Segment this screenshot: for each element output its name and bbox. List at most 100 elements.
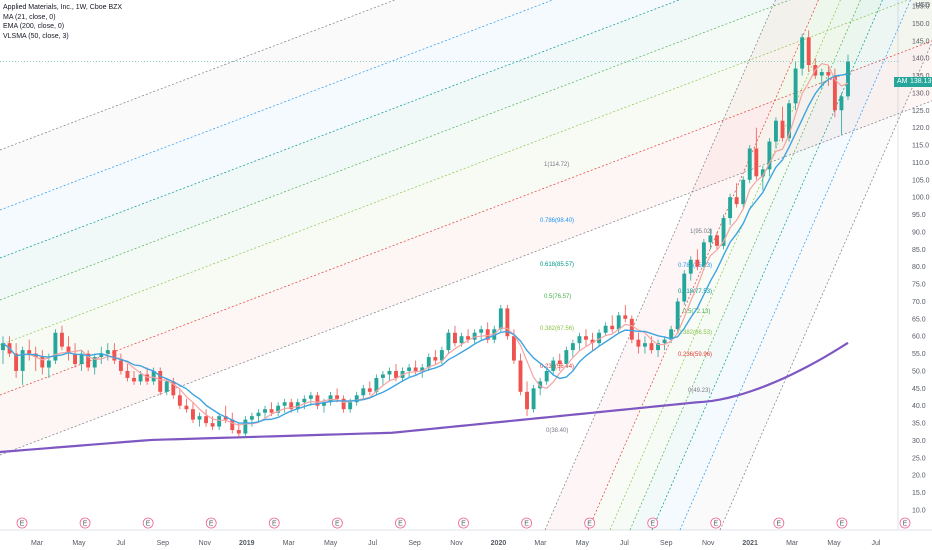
candle-body — [479, 329, 484, 333]
candle-body — [616, 315, 621, 330]
y-tick-label: 100.0 — [912, 195, 930, 202]
candle-body — [27, 350, 32, 354]
y-tick-label: 35.0 — [912, 421, 926, 428]
y-tick-label: 155.0 — [912, 4, 930, 11]
candle-body — [564, 350, 569, 365]
candle-body — [839, 96, 844, 111]
y-tick-label: 90.0 — [912, 229, 926, 236]
candle-body — [498, 308, 503, 330]
candle-body — [636, 339, 641, 347]
earnings-marker — [647, 517, 659, 529]
earnings-label: E — [20, 521, 25, 528]
candle-body — [642, 343, 647, 347]
earnings-marker — [268, 517, 280, 529]
candle-body — [551, 360, 556, 371]
y-tick-label: 145.0 — [912, 38, 930, 45]
x-tick-label: Mar — [534, 540, 547, 547]
candle-body — [610, 325, 615, 330]
earnings-label: E — [524, 521, 529, 528]
candle-body — [787, 103, 791, 139]
candle-body — [394, 370, 398, 378]
candle-body — [256, 412, 261, 417]
y-tick-label: 80.0 — [912, 264, 926, 271]
currency-label: USD — [915, 2, 930, 9]
y-tick-label: 115.0 — [912, 143, 929, 150]
candle-body — [217, 416, 222, 427]
earnings-label: E — [713, 521, 718, 528]
indicator-ema[interactable]: EMA (200, close, 0) — [3, 23, 65, 30]
candle-body — [249, 416, 254, 420]
candle-body — [505, 308, 510, 337]
y-tick-label: 130.0 — [912, 90, 930, 97]
fib-band — [0, 0, 790, 300]
candle-body — [590, 339, 595, 344]
candle-body — [118, 360, 123, 371]
fib-level-label: 0.786(85.23) — [678, 263, 712, 269]
x-tick-label: Sep — [660, 540, 673, 547]
fib-channel-1 — [0, 0, 932, 456]
candle-body — [433, 357, 438, 361]
fib-level-label: 1(114.72) — [544, 162, 569, 168]
earnings-marker — [205, 517, 217, 529]
ema-200-line — [0, 341, 849, 454]
x-tick-label: 2020 — [491, 540, 507, 547]
candle-body — [832, 75, 837, 111]
candle-body — [269, 409, 274, 413]
candle-body — [747, 148, 752, 180]
candle-body — [112, 350, 117, 361]
x-tick-label: Mar — [283, 540, 296, 547]
indicator-ma[interactable]: MA (21, close, 0) — [3, 13, 56, 21]
x-tick-label: Nov — [199, 540, 212, 547]
candle-body — [60, 332, 64, 347]
candle-body — [374, 377, 379, 392]
ma-21-line — [2, 63, 849, 426]
candle-body — [538, 381, 543, 389]
fib-band — [0, 0, 932, 395]
symbol-title[interactable]: Applied Materials, Inc., 1W, Cboe BZX — [3, 4, 123, 11]
earnings-marker — [331, 517, 343, 529]
candle-body — [715, 235, 719, 246]
candle-body — [695, 259, 700, 267]
candle-body — [439, 350, 444, 361]
candle-body — [105, 350, 110, 354]
y-tick-label: 150.0 — [912, 21, 930, 28]
fib-line — [651, 0, 883, 531]
fib-band — [610, 0, 861, 530]
candle-body — [701, 242, 706, 267]
candle-body — [754, 148, 759, 177]
candle-body — [662, 339, 667, 344]
candle-body — [243, 419, 248, 434]
candle-body — [263, 409, 267, 413]
candle-body — [282, 402, 287, 406]
candle-body — [426, 357, 431, 368]
y-tick-label: 120.0 — [912, 125, 930, 132]
candle-body — [276, 405, 281, 413]
earnings-label: E — [83, 521, 88, 528]
fib-line — [609, 0, 841, 531]
fib-level-label: 1(95.02) — [690, 229, 712, 235]
candle-body — [675, 301, 680, 330]
earnings-marker — [773, 517, 785, 529]
y-tick-label: 10.0 — [912, 508, 926, 515]
candle-body — [721, 218, 726, 246]
earnings-label: E — [461, 521, 466, 528]
earnings-label: E — [272, 521, 277, 528]
vlsma-line — [2, 73, 849, 424]
y-tick-label: 55.0 — [912, 351, 926, 358]
x-tick-label: May — [324, 540, 338, 547]
candle-body — [335, 395, 340, 399]
fib-band — [630, 0, 883, 530]
candle-body — [53, 332, 58, 361]
candle-body — [177, 395, 182, 406]
earnings-marker — [584, 517, 596, 529]
fib-band — [545, 0, 819, 530]
candle-body — [236, 430, 241, 434]
candle-body — [14, 353, 19, 371]
x-tick-label: Jul — [620, 540, 629, 547]
candle-body — [649, 343, 654, 351]
candle-body — [669, 329, 674, 340]
candle-body — [597, 332, 602, 344]
y-tick-label: 40.0 — [912, 403, 926, 410]
indicator-vlsma[interactable]: VLSMA (50, close, 3) — [3, 32, 69, 40]
